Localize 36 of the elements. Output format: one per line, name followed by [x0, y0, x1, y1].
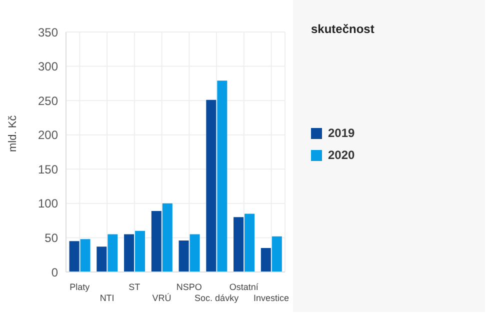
bar: [272, 236, 282, 272]
bar: [96, 246, 107, 272]
x-tick-label: Investice: [254, 293, 290, 303]
y-tick-label: 250: [38, 94, 58, 108]
bar: [190, 234, 200, 272]
x-tick-label: ST: [128, 282, 141, 292]
y-tick-label: 150: [38, 162, 58, 176]
y-tick-label: 50: [44, 230, 58, 245]
bar: [80, 239, 90, 272]
x-tick-label: Ostatní: [229, 282, 259, 292]
x-tick-label: VRÚ: [152, 293, 172, 303]
x-tick-label: NSPO: [176, 282, 202, 292]
y-tick-label: 350: [38, 25, 58, 40]
y-tick-label: 200: [38, 128, 58, 142]
bar: [162, 203, 172, 272]
legend-title: skutečnost: [311, 22, 376, 36]
y-axis-title: mld. Kč: [6, 114, 19, 152]
y-tick-label: 300: [38, 60, 58, 74]
bar: [151, 210, 162, 272]
bar: [69, 241, 80, 272]
bar: [260, 248, 271, 272]
legend-label: 2019: [327, 126, 356, 140]
y-tick-label: 0: [51, 265, 58, 280]
x-tick-label: Soc. dávky: [194, 293, 240, 303]
bar: [108, 234, 118, 272]
x-tick-label: Platy: [70, 282, 90, 292]
legend-label: 2020: [327, 148, 356, 162]
bar: [178, 240, 189, 272]
bar: [135, 230, 146, 272]
bar: [234, 217, 244, 272]
y-tick-label: 100: [38, 196, 58, 211]
x-tick-label: NTI: [100, 293, 114, 303]
bar: [124, 234, 134, 272]
bar: [244, 214, 255, 272]
bar: [217, 80, 228, 272]
bar: [206, 100, 216, 272]
